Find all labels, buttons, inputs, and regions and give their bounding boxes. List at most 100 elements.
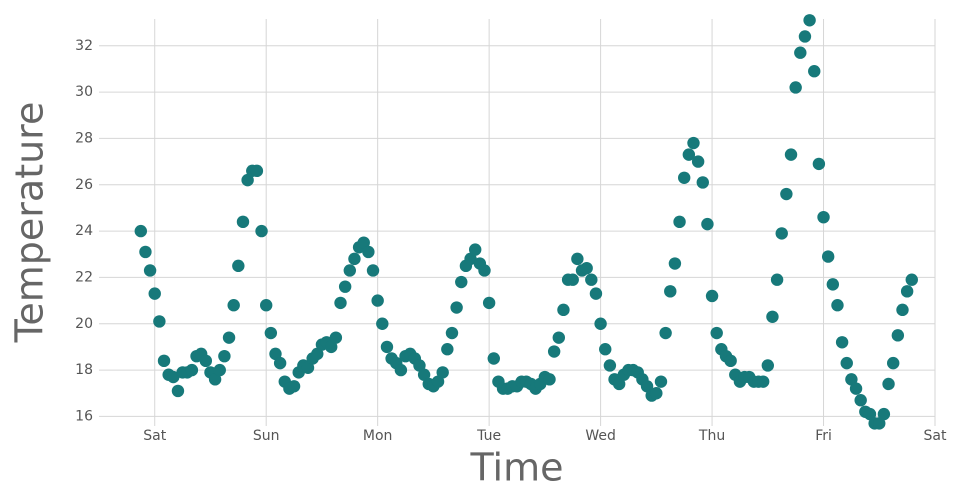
- point: [436, 366, 449, 379]
- y-tick-label: 18: [75, 362, 93, 378]
- point: [589, 287, 603, 300]
- point: [153, 315, 166, 328]
- point: [334, 296, 347, 310]
- point: [571, 252, 584, 266]
- point: [891, 329, 905, 342]
- point: [594, 317, 607, 330]
- point: [831, 299, 844, 312]
- point: [139, 245, 152, 259]
- x-tick-label: Sun: [253, 428, 280, 444]
- point: [821, 250, 835, 263]
- point: [376, 317, 389, 330]
- point: [664, 285, 677, 298]
- point: [338, 280, 352, 293]
- point: [835, 336, 849, 349]
- y-tick-label: 28: [75, 130, 93, 146]
- point: [441, 343, 454, 356]
- point: [143, 264, 157, 277]
- point: [450, 301, 463, 314]
- point: [873, 417, 886, 430]
- point: [260, 299, 273, 312]
- point: [222, 331, 236, 344]
- point: [673, 215, 686, 229]
- point: [566, 273, 579, 286]
- point: [900, 285, 914, 298]
- y-tick-label: 26: [75, 177, 93, 193]
- y-tick-label: 20: [75, 316, 93, 332]
- point: [236, 215, 250, 229]
- point: [171, 384, 185, 398]
- point: [264, 326, 278, 340]
- point: [417, 368, 431, 381]
- y-tick-label: 30: [75, 84, 93, 100]
- point: [701, 217, 714, 231]
- point: [148, 287, 161, 300]
- point: [812, 157, 826, 171]
- point: [431, 375, 445, 388]
- point: [775, 227, 788, 240]
- point: [882, 377, 895, 391]
- point: [580, 261, 593, 275]
- point: [682, 148, 696, 161]
- point: [482, 296, 496, 310]
- point: [199, 354, 213, 368]
- point: [464, 252, 477, 266]
- point: [691, 155, 705, 168]
- point: [794, 46, 807, 59]
- point: [849, 382, 863, 395]
- point: [362, 245, 375, 259]
- point: [232, 259, 245, 273]
- point: [840, 356, 853, 370]
- x-tick-label: Thu: [698, 428, 725, 444]
- point: [329, 331, 343, 344]
- y-tick-label: 16: [75, 408, 93, 424]
- x-axis-title: Time: [470, 446, 564, 490]
- point: [543, 373, 556, 386]
- point: [854, 394, 867, 407]
- point: [659, 326, 672, 340]
- point: [640, 380, 654, 393]
- point: [348, 252, 361, 266]
- point: [167, 370, 180, 384]
- x-tick-label: Sat: [143, 428, 166, 444]
- point: [817, 210, 830, 224]
- point: [157, 354, 171, 368]
- point: [487, 352, 500, 365]
- point: [213, 363, 226, 377]
- y-axis-title: Temperature: [8, 102, 52, 344]
- point: [325, 340, 338, 354]
- point: [863, 407, 877, 421]
- point: [710, 326, 723, 340]
- point: [705, 289, 719, 303]
- point: [808, 65, 821, 78]
- point: [789, 81, 802, 94]
- point: [585, 273, 598, 286]
- point: [469, 243, 482, 256]
- point: [756, 375, 770, 388]
- point: [227, 299, 240, 312]
- point: [896, 303, 909, 317]
- point: [413, 359, 426, 372]
- y-tick-label: 24: [75, 223, 93, 239]
- point: [784, 148, 798, 161]
- point: [803, 14, 816, 27]
- point: [301, 361, 315, 374]
- point: [826, 278, 840, 291]
- point: [766, 310, 779, 323]
- x-tick-label: Tue: [476, 428, 501, 444]
- x-tick-label: Wed: [585, 428, 616, 444]
- point: [241, 173, 254, 187]
- point: [603, 359, 617, 372]
- y-tick-label: 22: [75, 269, 93, 285]
- point: [445, 326, 459, 340]
- point: [455, 275, 468, 289]
- point: [343, 264, 356, 277]
- point: [780, 187, 793, 201]
- point: [134, 224, 147, 238]
- point: [287, 380, 301, 393]
- point: [724, 354, 737, 368]
- point: [478, 264, 491, 277]
- point: [905, 273, 918, 286]
